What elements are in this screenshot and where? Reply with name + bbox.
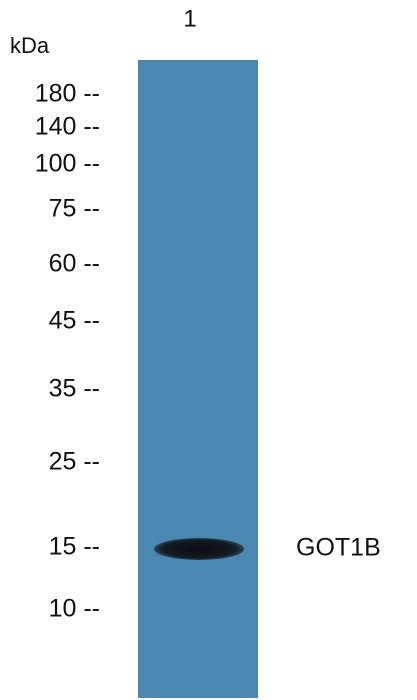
band xyxy=(154,538,244,560)
marker-label: 25 -- xyxy=(49,448,100,476)
marker-label: 180 -- xyxy=(35,80,100,108)
marker-label: 60 -- xyxy=(49,250,100,278)
marker-label: 35 -- xyxy=(49,375,100,403)
marker-label: 140 -- xyxy=(35,113,100,141)
marker-label: 75 -- xyxy=(49,195,100,223)
lane xyxy=(138,60,258,698)
unit-label: kDa xyxy=(10,33,50,58)
blot-figure: 1 kDa 180 -- 140 -- 100 -- 75 -- 60 -- 4… xyxy=(0,0,417,700)
marker-label: 10 -- xyxy=(49,595,100,623)
lane-label: 1 xyxy=(183,5,196,32)
marker-label: 45 -- xyxy=(49,307,100,335)
marker-label: 15 -- xyxy=(49,533,100,561)
marker-label: 100 -- xyxy=(35,150,100,178)
band-label: GOT1B xyxy=(296,534,381,562)
